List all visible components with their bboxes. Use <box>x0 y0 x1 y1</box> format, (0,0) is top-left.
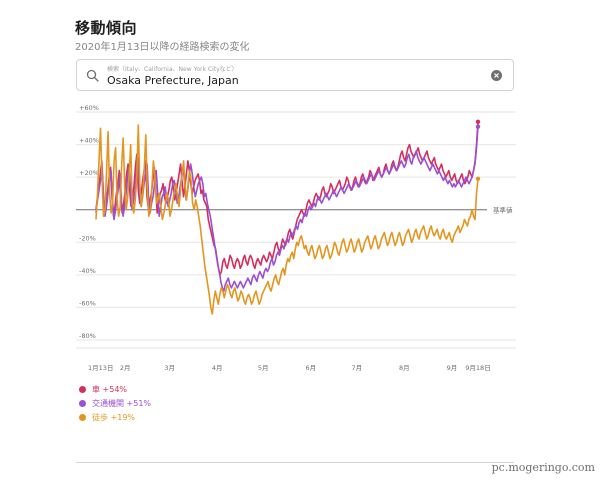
x-tick-label: 3月 <box>164 364 175 372</box>
search-input[interactable]: Osaka Prefecture, Japan <box>107 74 239 87</box>
x-tick-label: 4月 <box>212 364 223 372</box>
series-endpoint-car <box>475 119 481 124</box>
page-subtitle: 2020年1月13日以降の経路検索の変化 <box>75 42 250 53</box>
clear-icon[interactable] <box>491 70 502 81</box>
page-title: 移動傾向 <box>75 19 138 37</box>
x-tick-label: 6月 <box>305 364 316 372</box>
legend-label: 徒歩 +19% <box>92 412 136 422</box>
baseline-label: 基準値 <box>493 206 513 215</box>
x-tick-label: 2月 <box>120 364 131 372</box>
search-field[interactable]: 検索（Italy、California、New York Cityなど） Osa… <box>76 59 514 91</box>
x-tick-label: 1月13日 <box>88 364 113 372</box>
x-tick-label: 8月 <box>399 364 410 372</box>
legend-item-walk: 徒歩 +19% <box>79 410 151 424</box>
legend-dot <box>79 385 86 393</box>
legend-label: 車 +54% <box>92 384 128 394</box>
y-tick-label: -60% <box>79 299 96 307</box>
y-tick-label: +40% <box>79 137 99 145</box>
mobility-chart: +60% +40% +20% -20% -40% -60% -80% 基準値 1月13日 2月 3月… <box>76 104 516 372</box>
chart-legend: 車 +54% 交通機関 +51% 徒歩 +19% <box>79 382 151 424</box>
divider <box>76 462 514 463</box>
y-tick-label: -20% <box>79 234 96 242</box>
x-tick-label: 5月 <box>258 364 269 372</box>
legend-dot <box>79 399 86 407</box>
watermark: pc.mogeringo.com <box>491 461 595 474</box>
search-placeholder: 検索（Italy、California、New York Cityなど） <box>107 66 238 73</box>
x-tick-label: 9月 <box>447 364 458 372</box>
legend-label: 交通機関 +51% <box>92 398 152 408</box>
legend-dot <box>79 413 86 421</box>
legend-item-car: 車 +54% <box>79 382 151 396</box>
y-tick-label: +20% <box>79 169 99 177</box>
legend-item-transit: 交通機関 +51% <box>79 396 151 410</box>
x-tick-label: 9月18日 <box>465 364 490 372</box>
y-tick-label: -80% <box>79 332 96 340</box>
x-tick-label: 7月 <box>351 364 362 372</box>
search-icon <box>86 69 99 82</box>
series-line-walk <box>95 124 479 315</box>
series-endpoint-transit <box>475 124 481 129</box>
series-endpoint-walk <box>475 176 481 181</box>
series-line-transit <box>95 126 479 292</box>
y-tick-label: +60% <box>79 104 99 112</box>
y-tick-label: -40% <box>79 267 96 275</box>
